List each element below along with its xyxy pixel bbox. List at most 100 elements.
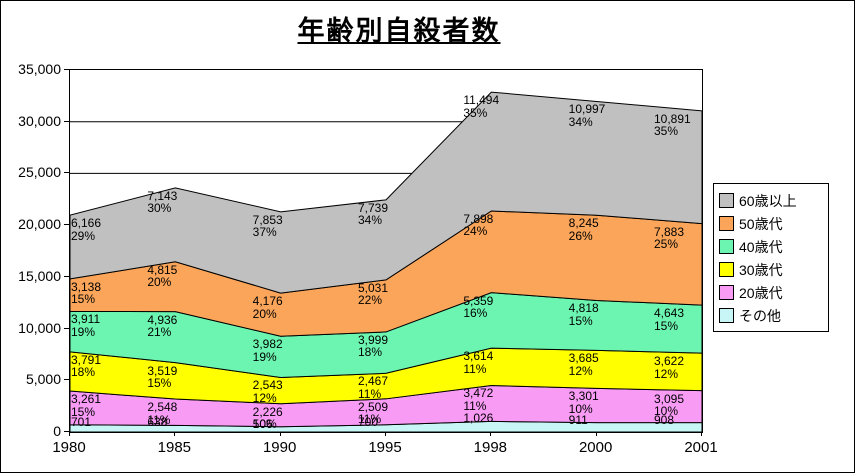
- x-axis-tick: [385, 432, 386, 436]
- y-axis-tick-label: 10,000: [18, 319, 61, 336]
- data-label-percent: 24%: [463, 224, 488, 239]
- data-label-value: 3,261: [71, 392, 102, 407]
- y-axis-tick-label: 20,000: [18, 216, 61, 233]
- data-label-value: 4,815: [147, 262, 178, 277]
- legend-swatch: [719, 308, 734, 323]
- data-label-その他: 1,026: [463, 411, 494, 426]
- legend-item: 40歳代: [719, 235, 825, 258]
- data-label-value: 3,791: [71, 352, 102, 367]
- data-label-その他: 701: [71, 414, 92, 429]
- y-axis-tick: [64, 327, 69, 329]
- data-label-value: 3,301: [568, 389, 599, 404]
- data-label-20歳代: 3,095 10%: [654, 393, 684, 418]
- data-label-value: 3,622: [654, 354, 685, 369]
- data-label-その他: 506: [252, 416, 273, 431]
- data-label-value: 7,853: [252, 212, 283, 227]
- y-axis-tick-label: 15,000: [18, 267, 61, 284]
- data-label-percent: 11%: [463, 398, 487, 413]
- legend-label: その他: [739, 307, 781, 324]
- y-axis-tick-label: 30,000: [18, 112, 61, 129]
- legend-item: 20歳代: [719, 281, 825, 304]
- data-label-value: 4,176: [252, 294, 283, 309]
- data-label-60歳以上: 7,739 34%: [358, 202, 388, 227]
- data-label-30歳代: 2,467 11%: [358, 375, 388, 400]
- x-axis-tick: [701, 432, 702, 436]
- data-label-percent: 11%: [358, 386, 382, 401]
- data-label-value: 11,494: [463, 93, 500, 108]
- legend-swatch: [719, 285, 734, 300]
- plot-area: 701 638 506 700 1,026 911 908 3,261 15% 2,548 11% 2…: [69, 69, 703, 433]
- y-axis-tick: [64, 172, 69, 174]
- data-label-value: 7,883: [654, 224, 685, 239]
- data-label-その他: 638: [147, 415, 168, 430]
- data-label-percent: 26%: [568, 228, 593, 243]
- data-label-60歳以上: 10,891 35%: [654, 113, 691, 138]
- x-axis-tick-label: 1990: [262, 439, 297, 456]
- data-label-percent: 35%: [463, 105, 488, 120]
- x-axis-tick: [595, 432, 597, 436]
- data-label-60歳以上: 7,143 30%: [147, 190, 177, 215]
- data-label-percent: 18%: [71, 365, 96, 380]
- data-label-その他: 908: [654, 412, 675, 427]
- data-label-40歳代: 3,911 19%: [71, 313, 100, 338]
- legend-swatch: [719, 262, 734, 277]
- data-label-value: 8,245: [568, 216, 599, 231]
- data-label-value: 4,643: [654, 306, 685, 321]
- area-series-60歳以上: [70, 91, 702, 294]
- data-label-percent: 10%: [252, 417, 277, 432]
- y-axis-tick: [64, 69, 69, 70]
- y-axis-tick: [64, 275, 69, 277]
- chart-title: 年齢別自殺者数: [297, 16, 501, 46]
- data-label-percent: 19%: [252, 349, 277, 364]
- data-label-percent: 12%: [252, 390, 277, 405]
- data-label-value: 5,031: [358, 280, 389, 295]
- data-label-percent: 20%: [147, 275, 172, 290]
- x-axis-tick: [490, 432, 492, 436]
- data-label-50歳代: 7,898 24%: [463, 213, 493, 238]
- data-label-50歳代: 3,138 15%: [71, 281, 101, 306]
- data-label-percent: 19%: [71, 324, 96, 339]
- data-label-value: 3,472: [463, 386, 494, 401]
- data-label-その他: 911: [568, 412, 588, 427]
- data-label-20歳代: 3,472 11%: [463, 387, 493, 412]
- data-label-20歳代: 3,301 10%: [569, 390, 599, 415]
- data-label-percent: 15%: [654, 318, 679, 333]
- x-axis-tick-label: 1985: [157, 439, 192, 456]
- data-label-30歳代: 3,519 15%: [147, 365, 177, 390]
- data-label-percent: 21%: [147, 325, 172, 340]
- legend-label: 30歳代: [739, 261, 783, 278]
- data-label-40歳代: 4,936 21%: [147, 314, 177, 339]
- data-label-percent: 10%: [568, 401, 593, 416]
- y-axis-tick: [64, 120, 69, 122]
- data-label-percent: 11%: [358, 412, 382, 427]
- data-label-percent: 22%: [358, 293, 383, 308]
- legend-item: 60歳以上: [719, 189, 825, 212]
- data-label-60歳以上: 11,494 35%: [463, 94, 499, 119]
- data-label-30歳代: 2,543 12%: [253, 379, 283, 404]
- data-label-40歳代: 5,359 16%: [463, 295, 493, 320]
- y-axis-tick-label: 5,000: [25, 371, 61, 388]
- data-label-20歳代: 2,509 11%: [358, 401, 388, 426]
- x-axis-tick: [279, 432, 281, 436]
- data-label-50歳代: 7,883 25%: [654, 226, 684, 251]
- data-label-50歳代: 8,245 26%: [569, 217, 599, 242]
- data-label-40歳代: 3,999 18%: [358, 334, 388, 359]
- data-label-60歳以上: 7,853 37%: [253, 214, 283, 239]
- y-axis-tick-label: 0: [53, 423, 61, 439]
- data-label-percent: 16%: [463, 306, 488, 321]
- data-label-percent: 15%: [71, 404, 96, 419]
- data-label-value: 3,999: [358, 332, 389, 347]
- data-label-percent: 34%: [358, 213, 383, 228]
- x-axis-tick-label: 1995: [368, 439, 402, 456]
- data-label-percent: 12%: [654, 366, 679, 381]
- x-axis-tick-label: 2001: [684, 439, 718, 456]
- data-label-value: 3,911: [71, 312, 101, 327]
- data-label-その他: 700: [358, 414, 379, 429]
- data-label-percent: 12%: [568, 363, 593, 378]
- data-label-value: 5,359: [463, 293, 494, 308]
- legend-swatch: [719, 239, 734, 254]
- y-axis-tick-label: 35,000: [18, 61, 61, 77]
- legend-item: 50歳代: [719, 212, 825, 235]
- legend-swatch: [719, 216, 734, 231]
